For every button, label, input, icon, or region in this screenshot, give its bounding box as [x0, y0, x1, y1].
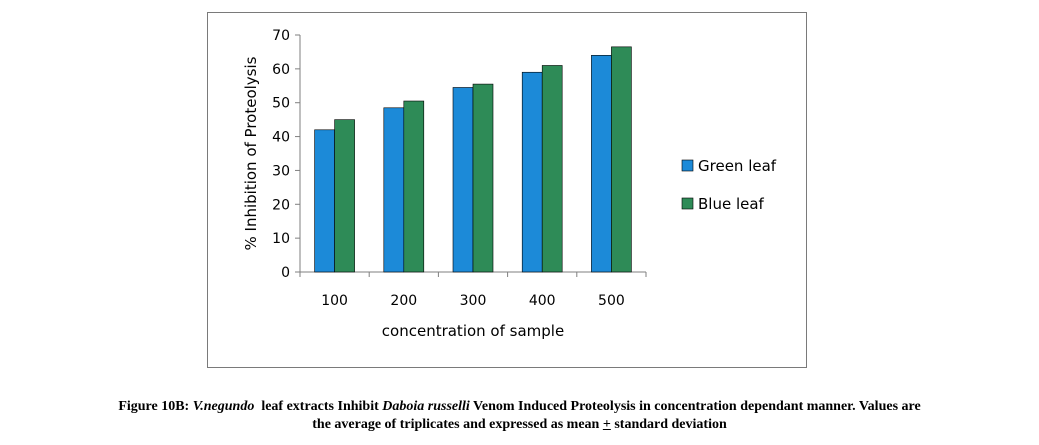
x-tick-label: 300	[460, 293, 487, 309]
x-tick-label: 400	[529, 293, 556, 309]
caption-part1: leaf extracts Inhibit	[254, 399, 383, 414]
bar-blue-leaf-300	[472, 83, 494, 273]
y-ticks: 0 10 20 30 40 50 60 70	[272, 28, 300, 281]
legend-swatch	[681, 159, 694, 172]
caption-species: V.negundo	[192, 399, 255, 414]
caption-venom: Daboia russelli	[382, 399, 470, 414]
legend: Green leaf Blue leaf	[681, 157, 777, 213]
x-ticks: 100 200 300 400 500	[299, 272, 647, 309]
caption-plus-minus: +	[602, 417, 611, 432]
bar-blue-leaf-500	[611, 46, 632, 273]
legend-label: Green leaf	[698, 157, 777, 175]
bar-green-leaf-300	[452, 87, 474, 273]
y-tick-label: 0	[281, 265, 290, 281]
figure-caption: Figure 10B: V.negundo leaf extracts Inhi…	[0, 398, 1039, 434]
x-tick-label: 100	[321, 293, 348, 309]
y-tick-label: 20	[272, 197, 290, 213]
caption-line-2: the average of triplicates and expressed…	[0, 416, 1039, 434]
caption-line-1: Figure 10B: V.negundo leaf extracts Inhi…	[0, 398, 1039, 416]
y-tick-label: 40	[272, 130, 290, 146]
legend-label: Blue leaf	[698, 195, 765, 213]
legend-swatch	[681, 197, 694, 210]
bar-green-leaf-100	[314, 129, 335, 273]
chart-frame: 0 10 20 30 40 50 60 70 100 200 300 400 500 % Inhibi…	[207, 12, 807, 368]
y-tick-label: 50	[272, 96, 290, 112]
x-tick-label: 500	[598, 293, 625, 309]
x-axis-label: concentration of sample	[382, 322, 564, 340]
y-tick-label: 60	[272, 62, 290, 78]
y-tick-label: 10	[272, 231, 290, 247]
caption-line2a: the average of triplicates and expressed…	[312, 417, 603, 432]
caption-line2b: standard deviation	[610, 417, 727, 432]
bar-blue-leaf-200	[403, 100, 425, 273]
bar-green-leaf-200	[383, 107, 405, 273]
bar-green-leaf-400	[521, 71, 543, 273]
x-tick-label: 200	[390, 293, 417, 309]
bar-chart: 0 10 20 30 40 50 60 70 100 200 300 400 500 % Inhibi…	[242, 28, 777, 340]
bars	[314, 46, 632, 273]
y-axis-label: % Inhibition of Proteolysis	[242, 56, 260, 250]
bar-green-leaf-500	[591, 55, 612, 273]
caption-part2: Venom Induced Proteolysis in concentrati…	[469, 399, 921, 414]
caption-label: Figure 10B:	[118, 399, 193, 414]
bar-blue-leaf-400	[541, 65, 563, 273]
y-tick-label: 70	[272, 28, 290, 44]
y-tick-label: 30	[272, 163, 290, 179]
bar-blue-leaf-100	[334, 119, 355, 273]
